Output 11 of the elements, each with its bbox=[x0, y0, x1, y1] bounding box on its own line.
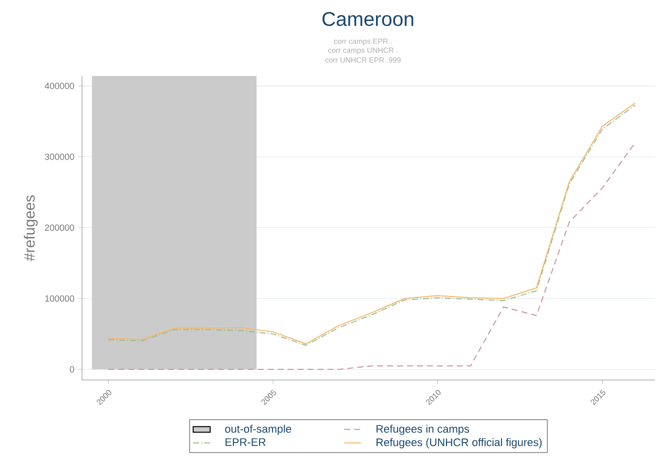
y-axis-title: #refugees bbox=[24, 195, 38, 262]
legend-label: EPR-ER bbox=[226, 438, 266, 446]
legend-label: Refugees in camps bbox=[376, 424, 470, 435]
y-tick-label: 300000 bbox=[44, 154, 74, 160]
y-tick-label: 200000 bbox=[45, 224, 74, 231]
legend-label: Refugees (UNHCR official figures) bbox=[376, 438, 542, 448]
legend-label: out-of-sample bbox=[225, 424, 292, 435]
y-tick-label: 400000 bbox=[44, 82, 74, 90]
chart-title: Cameroon bbox=[322, 12, 414, 26]
y-tick-label: 0 bbox=[70, 366, 74, 373]
y-tick-label: 100000 bbox=[45, 295, 74, 302]
